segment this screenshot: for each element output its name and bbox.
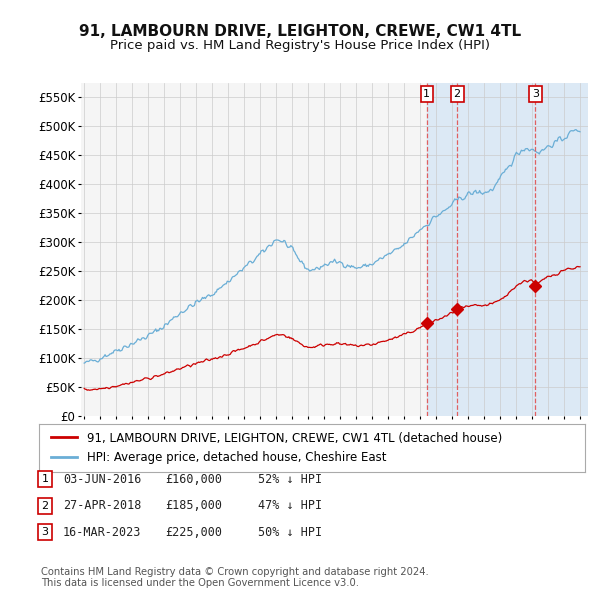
Text: 27-APR-2018: 27-APR-2018 — [63, 499, 142, 512]
Text: 52% ↓ HPI: 52% ↓ HPI — [258, 473, 322, 486]
Text: 2: 2 — [41, 501, 49, 510]
Text: Contains HM Land Registry data © Crown copyright and database right 2024.
This d: Contains HM Land Registry data © Crown c… — [41, 566, 428, 588]
Text: Price paid vs. HM Land Registry's House Price Index (HPI): Price paid vs. HM Land Registry's House … — [110, 39, 490, 52]
Text: 3: 3 — [41, 527, 49, 537]
Text: 91, LAMBOURN DRIVE, LEIGHTON, CREWE, CW1 4TL: 91, LAMBOURN DRIVE, LEIGHTON, CREWE, CW1… — [79, 24, 521, 38]
Text: 1: 1 — [41, 474, 49, 484]
Bar — [427, 83, 588, 416]
Text: £225,000: £225,000 — [165, 526, 222, 539]
Legend: 91, LAMBOURN DRIVE, LEIGHTON, CREWE, CW1 4TL (detached house), HPI: Average pric: 91, LAMBOURN DRIVE, LEIGHTON, CREWE, CW1… — [47, 428, 505, 468]
Text: 50% ↓ HPI: 50% ↓ HPI — [258, 526, 322, 539]
Text: £185,000: £185,000 — [165, 499, 222, 512]
Text: 1: 1 — [423, 89, 430, 99]
Text: 47% ↓ HPI: 47% ↓ HPI — [258, 499, 322, 512]
Text: 3: 3 — [532, 89, 539, 99]
Text: 03-JUN-2016: 03-JUN-2016 — [63, 473, 142, 486]
Text: 2: 2 — [454, 89, 461, 99]
Text: 16-MAR-2023: 16-MAR-2023 — [63, 526, 142, 539]
Text: £160,000: £160,000 — [165, 473, 222, 486]
